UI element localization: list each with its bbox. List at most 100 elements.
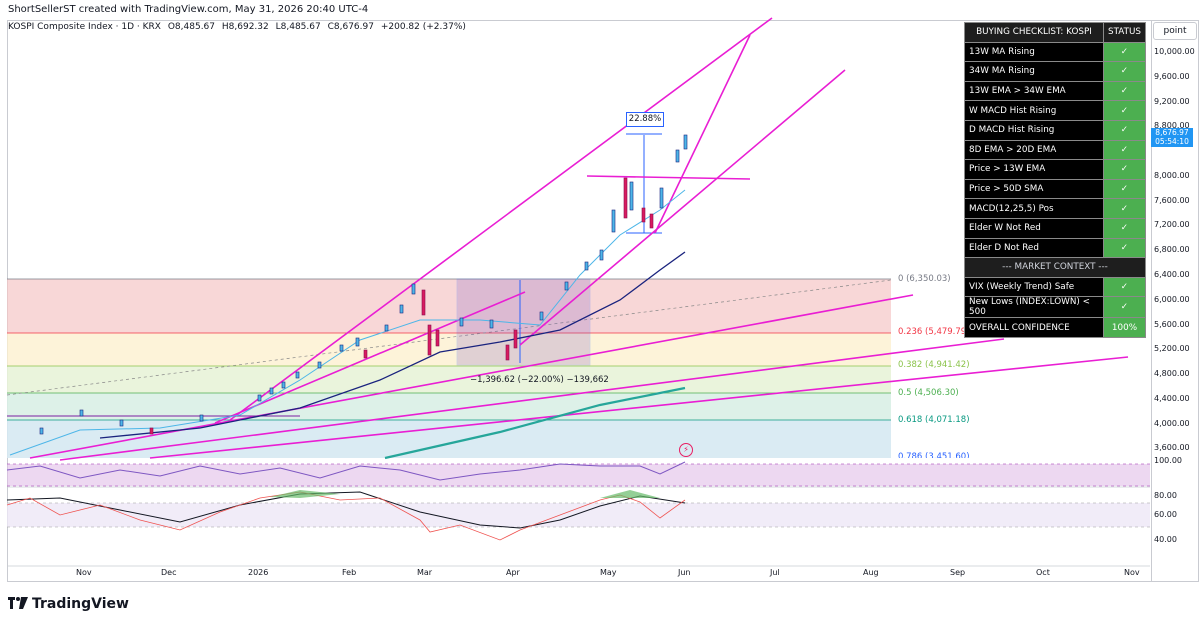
candle (435, 329, 440, 347)
time-tick: Dec (161, 568, 177, 577)
checklist-item-label: Elder D Not Red (964, 237, 1104, 259)
checklist-item-label: 13W MA Rising (964, 41, 1104, 63)
price-axis[interactable] (1150, 20, 1199, 582)
price-tick: 7,600.00 (1154, 196, 1190, 205)
high-value: H8,692.32 (221, 22, 269, 32)
check-icon: ✓ (1102, 80, 1147, 102)
candle (675, 149, 680, 163)
candle (427, 324, 432, 356)
time-tick: Mar (417, 568, 433, 577)
candle (257, 394, 262, 402)
checklist-item-label: Elder W Not Red (964, 217, 1104, 239)
candle (683, 134, 688, 150)
close-value: C8,676.97 (327, 22, 374, 32)
candle (339, 344, 344, 352)
candle (384, 324, 389, 332)
time-tick: Nov (1124, 568, 1140, 577)
osc2-overbought-fill (270, 490, 660, 498)
osc-tick: 40.00 (1154, 535, 1177, 544)
checklist-title: BUYING CHECKLIST: KOSPI (964, 22, 1104, 43)
candle (355, 337, 360, 347)
check-icon: ✓ (1102, 276, 1147, 298)
time-tick: Jul (770, 568, 780, 577)
price-tick: 4,000.00 (1154, 419, 1190, 428)
check-icon: ✓ (1102, 198, 1147, 219)
osc2-signal (6, 491, 686, 529)
candle (629, 181, 634, 211)
symbol-legend: KOSPI Composite Index · 1D · KRX O8,485.… (8, 22, 470, 32)
scale-mode-button[interactable]: point (1153, 22, 1197, 40)
price-tick: 7,200.00 (1154, 220, 1190, 229)
candle (281, 381, 286, 389)
price-tick: 4,400.00 (1154, 394, 1190, 403)
candle (295, 371, 300, 379)
check-icon: ✓ (1102, 159, 1147, 180)
fib-label-0786: 0.786 (3,451.60) (898, 452, 970, 458)
price-tick: 5,200.00 (1154, 344, 1190, 353)
lightning-icon[interactable]: ⚡ (679, 443, 693, 457)
price-tick: 5,600.00 (1154, 320, 1190, 329)
check-icon: ✓ (1102, 178, 1147, 200)
ma-fast (9, 189, 686, 456)
price-tick: 8,800.00 (1154, 121, 1190, 130)
candles (39, 134, 688, 435)
candle (399, 304, 404, 314)
fib-label-0236: 0.236 (5,479.79) (898, 327, 970, 337)
checklist-item-label: W MACD Hist Rising (964, 100, 1104, 121)
candle (363, 349, 368, 359)
candle (269, 387, 274, 395)
main-chart-svg[interactable] (0, 0, 1150, 580)
trendline-steep (654, 34, 751, 234)
time-tick: Sep (950, 568, 966, 577)
trendline-low2 (59, 338, 1005, 461)
checklist-item-label: Price > 50D SMA (964, 178, 1104, 200)
checklist-status-header: STATUS (1102, 22, 1147, 43)
time-tick: Nov (76, 568, 92, 577)
drawdown-label: −1,396.62 (−22.00%) −139,662 (470, 375, 609, 385)
fib-label-0382: 0.382 (4,941.42) (898, 360, 970, 370)
checklist-item-label: MACD(12,25,5) Pos (964, 198, 1104, 219)
price-tick: 6,800.00 (1154, 245, 1190, 254)
checklist-item-label: Price > 13W EMA (964, 159, 1104, 180)
context-item-label: VIX (Weekly Trend) Safe (964, 276, 1104, 298)
tradingview-logo[interactable]: TradingView (8, 595, 129, 613)
price-tick: 6,400.00 (1154, 270, 1190, 279)
time-tick: 2026 (248, 568, 269, 577)
last-price-tag: 8,676.97 05:54:10 (1151, 128, 1193, 147)
candle (611, 209, 616, 233)
osc-tick: 80.00 (1154, 491, 1177, 500)
osc2-band (7, 503, 1150, 527)
tradingview-logo-text: TradingView (32, 596, 129, 612)
fib-zone-4 (7, 420, 891, 458)
fib-label-05: 0.5 (4,506.30) (898, 388, 959, 398)
overall-confidence-value: 100% (1102, 317, 1147, 338)
candle (119, 419, 124, 427)
trendline-low3 (149, 356, 1129, 459)
price-tick: 9,200.00 (1154, 97, 1190, 106)
overall-confidence-label: OVERALL CONFIDENCE (964, 317, 1104, 338)
osc1-line (6, 461, 686, 481)
tradingview-logo-icon (8, 595, 28, 613)
check-icon: ✓ (1102, 139, 1147, 161)
check-icon: ✓ (1102, 237, 1147, 259)
time-tick: Aug (863, 568, 879, 577)
price-tick: 4,800.00 (1154, 369, 1190, 378)
fib-label-0618: 0.618 (4,071.18) (898, 415, 970, 425)
candle (459, 317, 464, 327)
open-value: O8,485.67 (167, 22, 216, 32)
checklist-item-label: 13W EMA > 34W EMA (964, 80, 1104, 102)
chart-credit: ShortSellerST created with TradingView.c… (8, 4, 369, 15)
fib-zone-1 (7, 333, 891, 366)
time-tick: Jun (678, 568, 691, 577)
checklist-item-label: 8D EMA > 20D EMA (964, 139, 1104, 161)
rise-percent-label: 22.88% (626, 112, 664, 127)
candle (623, 177, 628, 219)
symbol-title[interactable]: KOSPI Composite Index · 1D · KRX (8, 22, 161, 32)
low-value: L8,485.67 (275, 22, 321, 32)
price-tick: 3,600.00 (1154, 443, 1190, 452)
fib-dashed-trend (6, 279, 892, 396)
fib-label-0: 0 (6,350.03) (898, 274, 951, 284)
osc-tick: 100.00 (1154, 456, 1182, 465)
ma-slow (99, 251, 686, 439)
price-tick: 9,600.00 (1154, 72, 1190, 81)
